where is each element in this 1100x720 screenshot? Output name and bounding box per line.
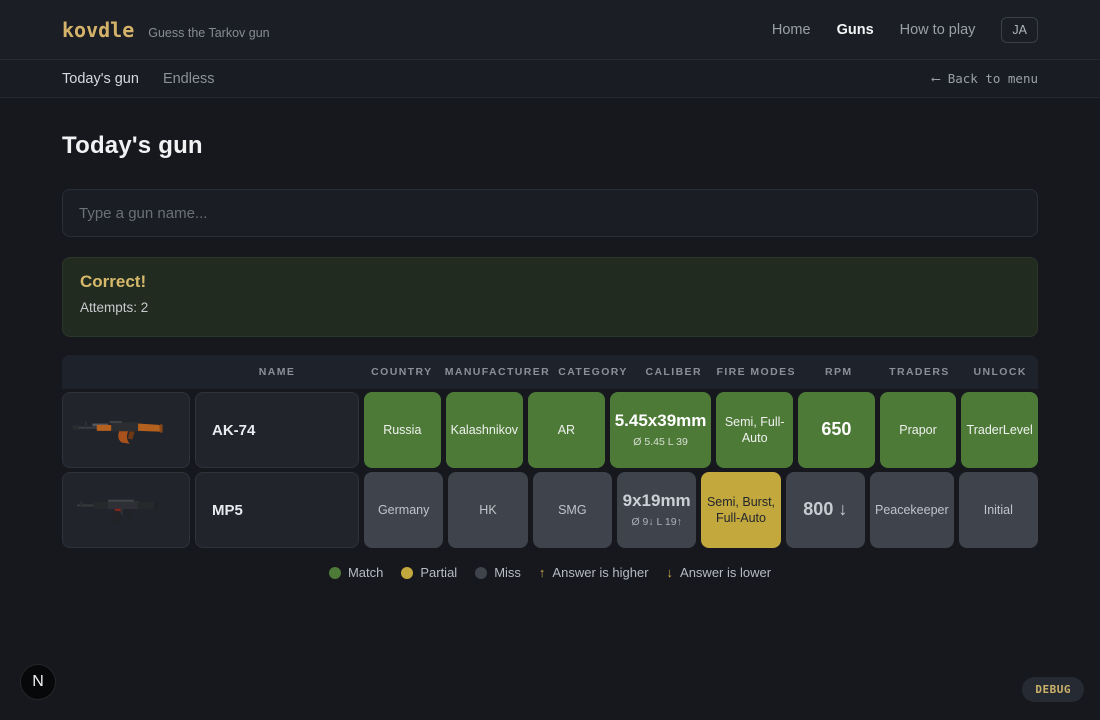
traders-cell: Prapor bbox=[879, 392, 957, 468]
legend-higher: ↑ Answer is higher bbox=[539, 565, 649, 580]
caliber-detail: Ø 9↓ L 19↑ bbox=[631, 516, 682, 529]
column-header-unlock: UNLOCK bbox=[973, 366, 1027, 378]
column-header-traders: TRADERS bbox=[889, 366, 950, 378]
page-title: Today's gun bbox=[62, 132, 203, 159]
legend-match-label: Match bbox=[347, 565, 384, 580]
gun-name: AK-74 bbox=[212, 421, 256, 439]
country-value: Germany bbox=[377, 502, 430, 517]
legend-partial: Partial bbox=[401, 565, 457, 580]
guess-row-mp5: MP5 Germany HK SMG 9x19mm Ø 9↓ L 19↑ Sem… bbox=[62, 472, 1038, 548]
category-value: AR bbox=[557, 422, 576, 437]
gun-name-cell: AK-74 bbox=[195, 392, 359, 468]
column-header-fire-modes: FIRE MODES bbox=[716, 366, 796, 378]
traders-value: Prapor bbox=[899, 422, 937, 437]
left-arrow-icon: ⟵ bbox=[932, 71, 940, 86]
category-cell: SMG bbox=[532, 472, 612, 548]
legend-higher-label: Answer is higher bbox=[552, 565, 649, 580]
caliber-value: 5.45x39mm bbox=[614, 411, 707, 431]
nav-guns[interactable]: Guns bbox=[836, 21, 874, 38]
manufacturer-cell: HK bbox=[448, 472, 528, 548]
board-header-row: NAME COUNTRY MANUFACTURER CATEGORY CALIB… bbox=[62, 355, 1038, 389]
mp5-smg-image bbox=[76, 499, 158, 525]
legend-miss-label: Miss bbox=[494, 565, 521, 580]
unlock-value: TraderLevel bbox=[966, 422, 1033, 437]
legend-partial-label: Partial bbox=[420, 565, 458, 580]
column-header-country: COUNTRY bbox=[371, 366, 433, 378]
traders-value: Peacekeeper bbox=[874, 502, 949, 517]
tab-todays-gun[interactable]: Today's gun bbox=[62, 70, 139, 87]
fire-modes-value: Semi, Burst, Full-Auto bbox=[706, 494, 776, 525]
gun-image-cell bbox=[62, 472, 190, 548]
guess-row-ak74: AK-74 Russia Kalashnikov AR 5.45x39mm Ø … bbox=[62, 392, 1038, 468]
fire-modes-cell: Semi, Burst, Full-Auto bbox=[701, 472, 781, 548]
manufacturer-value: Kalashnikov bbox=[450, 422, 519, 437]
app-header: kovdle Guess the Tarkov gun Home Guns Ho… bbox=[0, 0, 1100, 60]
subnav: Today's gun Endless ⟵ Back to menu bbox=[0, 60, 1100, 98]
rpm-cell: 800 ↓ bbox=[785, 472, 865, 548]
manufacturer-cell: Kalashnikov bbox=[445, 392, 524, 468]
legend-match: Match bbox=[328, 565, 384, 580]
miss-dot-icon bbox=[475, 566, 488, 579]
guess-board: NAME COUNTRY MANUFACTURER CATEGORY CALIB… bbox=[62, 355, 1038, 548]
result-banner: Correct! Attempts: 2 bbox=[62, 257, 1038, 337]
result-banner-attempts: Attempts: 2 bbox=[80, 300, 149, 315]
rpm-value: 800 ↓ bbox=[803, 499, 848, 520]
language-toggle-button[interactable]: JA bbox=[1001, 16, 1038, 43]
column-header-manufacturer: MANUFACTURER bbox=[444, 366, 551, 378]
legend: Match Partial Miss ↑ Answer is higher ↓ … bbox=[62, 565, 1038, 580]
rpm-value: 650 bbox=[821, 419, 852, 440]
back-to-menu-link[interactable]: ⟵ Back to menu bbox=[932, 71, 1038, 86]
category-value: SMG bbox=[558, 502, 587, 517]
column-header-category: CATEGORY bbox=[558, 366, 628, 378]
tab-endless[interactable]: Endless bbox=[162, 70, 215, 87]
ak74-rifle-image bbox=[72, 420, 163, 444]
result-banner-title: Correct! bbox=[80, 272, 147, 291]
country-cell: Germany bbox=[364, 472, 444, 548]
gun-name: MP5 bbox=[212, 501, 243, 519]
caliber-value: 9x19mm bbox=[622, 491, 691, 511]
legend-miss: Miss bbox=[475, 565, 521, 580]
brand: kovdle Guess the Tarkov gun bbox=[62, 18, 270, 42]
nav-home[interactable]: Home bbox=[771, 21, 811, 38]
app-logo[interactable]: kovdle bbox=[62, 17, 135, 42]
unlock-value: Initial bbox=[983, 502, 1013, 517]
country-cell: Russia bbox=[364, 392, 441, 468]
column-header-rpm: RPM bbox=[824, 366, 853, 378]
partial-dot-icon bbox=[401, 566, 414, 579]
manufacturer-value: HK bbox=[479, 502, 497, 517]
gun-name-cell: MP5 bbox=[195, 472, 359, 548]
legend-lower-label: Answer is lower bbox=[680, 565, 772, 580]
column-header-name: NAME bbox=[258, 366, 296, 378]
mode-tabs: Today's gun Endless bbox=[62, 71, 215, 87]
match-dot-icon bbox=[328, 566, 341, 579]
unlock-cell: Initial bbox=[958, 472, 1038, 548]
unlock-cell: TraderLevel bbox=[961, 392, 1038, 468]
caliber-detail: Ø 5.45 L 39 bbox=[633, 436, 688, 449]
category-cell: AR bbox=[528, 392, 605, 468]
down-arrow-icon: ↓ bbox=[666, 565, 674, 580]
caliber-cell: 5.45x39mm Ø 5.45 L 39 bbox=[609, 392, 712, 468]
caliber-cell: 9x19mm Ø 9↓ L 19↑ bbox=[616, 472, 697, 548]
column-header-caliber: CALIBER bbox=[645, 366, 702, 378]
gun-image-cell bbox=[62, 392, 190, 468]
nav-how-to-play[interactable]: How to play bbox=[899, 21, 976, 38]
fire-modes-value: Semi, Full-Auto bbox=[724, 414, 785, 445]
app-tagline: Guess the Tarkov gun bbox=[148, 25, 270, 40]
top-nav: Home Guns How to play JA bbox=[771, 16, 1038, 43]
traders-cell: Peacekeeper bbox=[869, 472, 954, 548]
fire-modes-cell: Semi, Full-Auto bbox=[716, 392, 794, 468]
gun-search-input[interactable] bbox=[62, 189, 1038, 237]
devtools-badge[interactable]: N bbox=[20, 664, 56, 700]
back-to-menu-label: Back to menu bbox=[947, 71, 1038, 86]
debug-button[interactable]: DEBUG bbox=[1022, 677, 1084, 702]
up-arrow-icon: ↑ bbox=[538, 565, 546, 580]
country-value: Russia bbox=[383, 422, 422, 437]
rpm-cell: 650 bbox=[798, 392, 875, 468]
legend-lower: ↓ Answer is lower bbox=[667, 565, 772, 580]
